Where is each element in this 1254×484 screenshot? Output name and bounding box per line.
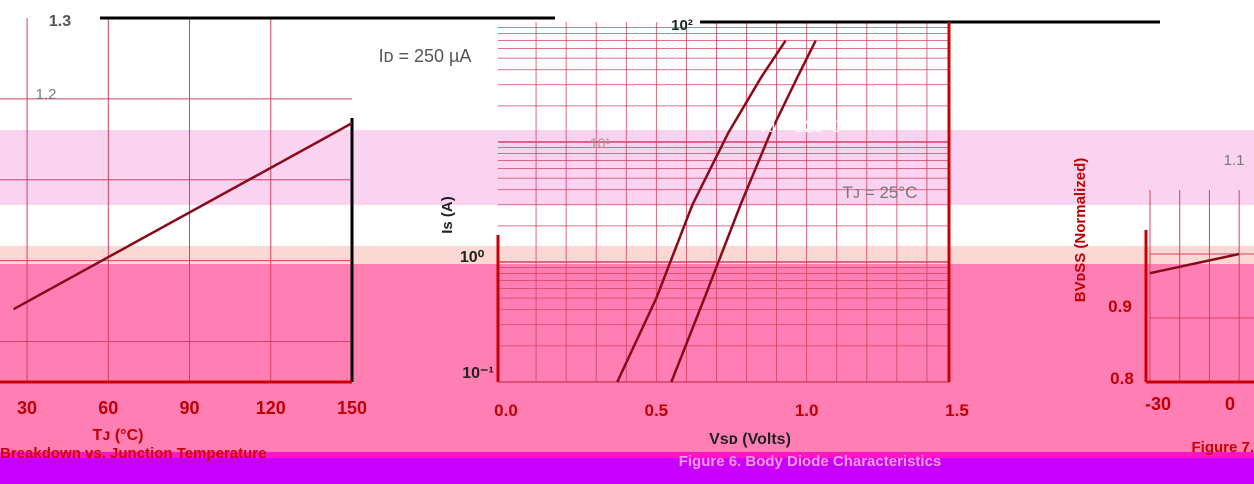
- x-tick-label: 90: [180, 398, 200, 418]
- x-axis-title: Tᴊ (°C): [93, 427, 144, 444]
- annotation: Iᴅ = 250 µA: [379, 46, 472, 66]
- y-axis-title: Is (A): [439, 196, 456, 234]
- x-tick-label: 0: [1225, 394, 1235, 414]
- y-tick-label: 10⁰: [460, 249, 485, 266]
- caption: Figure 7.: [1191, 439, 1254, 456]
- y-tick-label: 0.8: [1110, 369, 1134, 388]
- band-purple: [0, 458, 1254, 484]
- y-tick-label: 10⁻¹: [462, 365, 494, 382]
- series-line: [616, 39, 787, 383]
- y-tick-label: 1.1: [1224, 152, 1245, 169]
- series-line: [12, 122, 353, 311]
- y-tick-label: 0.9: [1108, 297, 1132, 316]
- y-tick-label: 1.2: [36, 86, 57, 103]
- y-tick-label: 10²: [671, 17, 693, 34]
- y-tick-label: 1.3: [49, 13, 71, 30]
- x-tick-label: 0.5: [645, 401, 669, 420]
- x-tick-label: 60: [98, 398, 118, 418]
- caption: Figure 6. Body Diode Characteristics: [679, 453, 942, 470]
- annotation: Tᴊ = 125°C: [758, 117, 842, 136]
- y-tick-label: 10¹: [590, 135, 611, 151]
- x-axis-title: Vsᴅ (Volts): [709, 431, 791, 448]
- band-peach: [0, 246, 1254, 264]
- annotation: Tᴊ = 25°C: [843, 183, 918, 202]
- x-tick-label: 1.5: [945, 401, 969, 420]
- band-magenta: [0, 452, 1254, 458]
- x-tick-label: 1.0: [795, 401, 819, 420]
- x-tick-label: 120: [256, 398, 286, 418]
- caption: Breakdown vs. Junction Temperature: [0, 445, 266, 462]
- x-tick-label: 30: [17, 398, 37, 418]
- x-tick-label: 150: [337, 398, 367, 418]
- series-line: [670, 40, 817, 383]
- x-tick-label: 0.0: [494, 401, 518, 420]
- series-line: [1149, 252, 1240, 275]
- x-tick-label: -30: [1145, 394, 1171, 414]
- y-axis-title: BVᴅSS (Normalized): [1072, 158, 1089, 302]
